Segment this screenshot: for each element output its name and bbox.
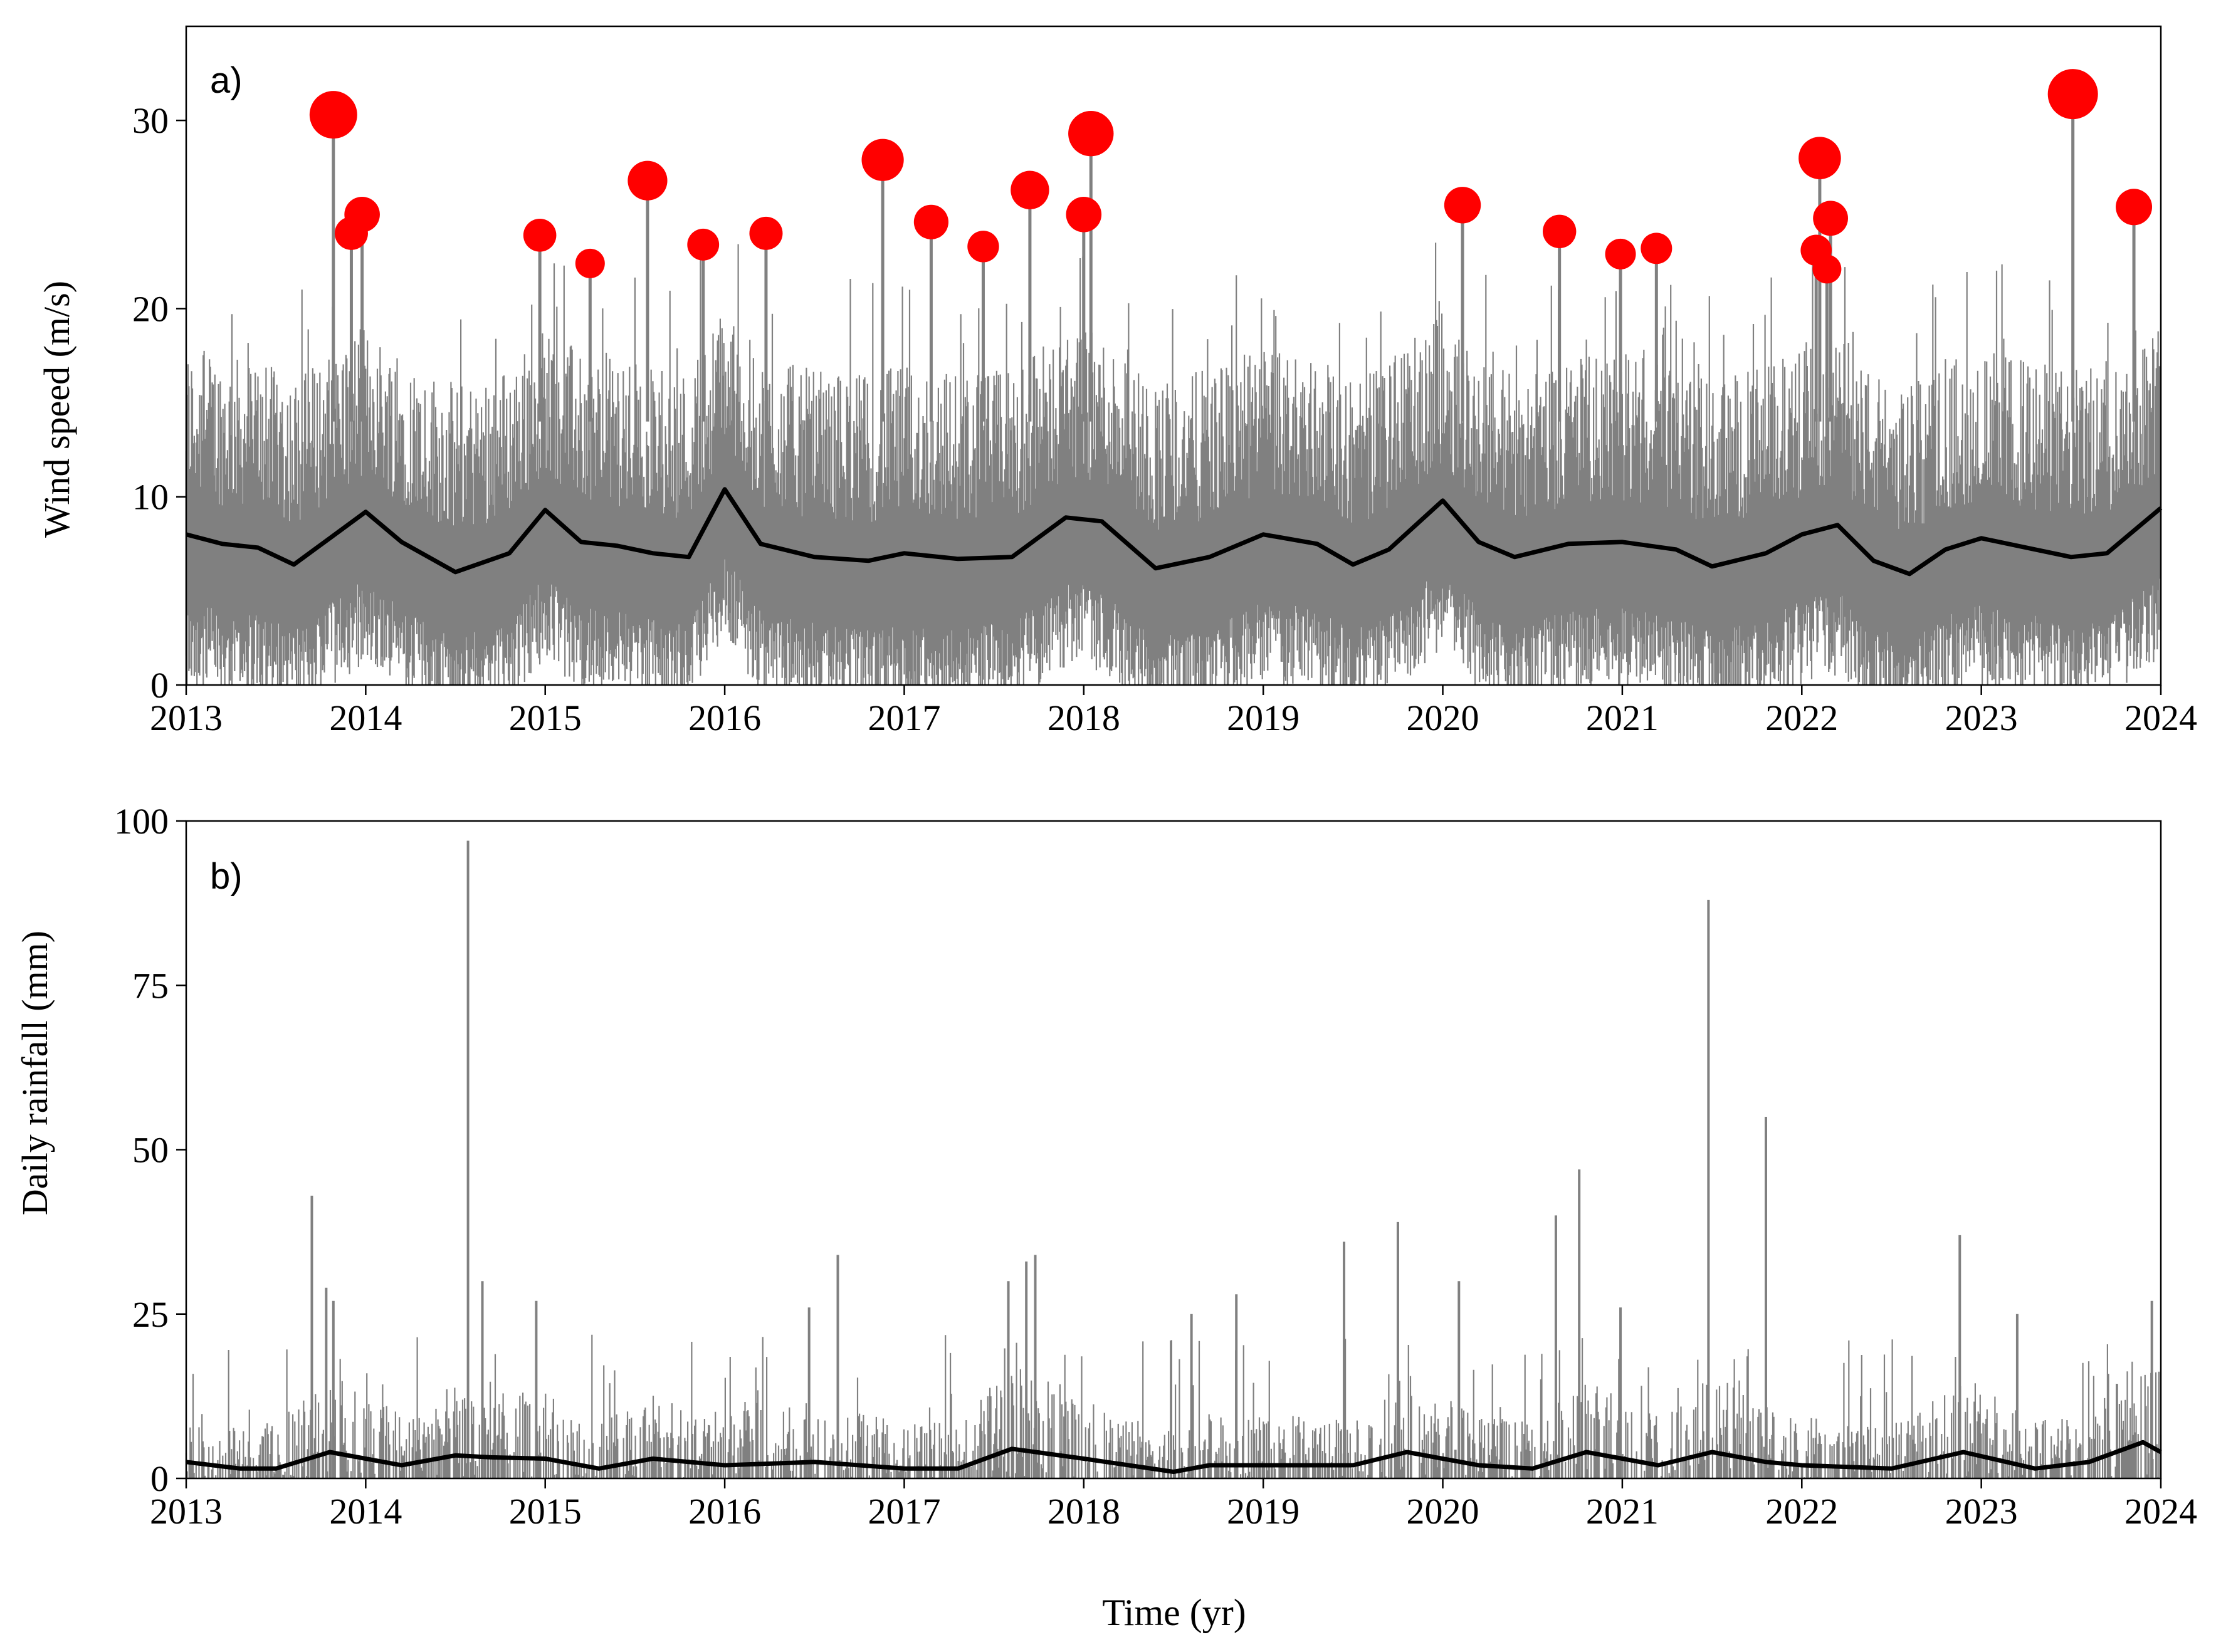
rainfall-running-mean bbox=[186, 1440, 2162, 1474]
wind-speed-x-axis: 2013 2014 2015 2016 2017 2018 2019 2020 2021 2022… bbox=[150, 685, 2197, 738]
panel-label-a: a) bbox=[210, 60, 243, 101]
wind-speed-x-tick-label: 2013 bbox=[150, 698, 223, 738]
wind-speed-y-tick-label: 10 bbox=[132, 477, 169, 518]
rainfall-daily-trace bbox=[185, 840, 2162, 1478]
rainfall-x-tick-label: 2019 bbox=[1227, 1491, 1300, 1532]
rainfall-x-tick-label: 2020 bbox=[1407, 1491, 1479, 1532]
rainfall-x-tick-label: 2021 bbox=[1586, 1491, 1659, 1532]
wind-speed-x-tick-label: 2016 bbox=[688, 698, 761, 738]
wind-speed-x-tick-label: 2024 bbox=[2124, 698, 2197, 738]
wind-speed-y-tick-label: 20 bbox=[132, 288, 169, 329]
panel-label-b: b) bbox=[210, 856, 243, 897]
extreme-wind-point bbox=[749, 216, 783, 250]
extreme-wind-point bbox=[1605, 238, 1636, 269]
rainfall-y-tick-label: 100 bbox=[114, 801, 169, 842]
wind-speed-y-axis: 0 10 20 30 bbox=[132, 100, 186, 706]
rainfall-x-tick-label: 2024 bbox=[2124, 1491, 2197, 1532]
extreme-wind-point bbox=[2047, 69, 2098, 120]
wind-speed-y-axis-label: Wind speed (m/s) bbox=[36, 281, 77, 538]
extreme-wind-point bbox=[1641, 233, 1673, 264]
rainfall-x-tick-label: 2015 bbox=[509, 1491, 582, 1532]
extreme-wind-point bbox=[2116, 189, 2153, 226]
rainfall-y-tick-label: 0 bbox=[150, 1458, 169, 1499]
extreme-wind-point bbox=[1066, 196, 1102, 233]
extreme-wind-point bbox=[687, 228, 720, 261]
rainfall-y-tick-label: 75 bbox=[132, 965, 169, 1006]
time-x-axis-label: Time (yr) bbox=[1102, 1592, 1246, 1633]
extreme-wind-point bbox=[913, 204, 949, 239]
extreme-wind-point bbox=[523, 219, 557, 252]
wind-speed-daily-values bbox=[185, 243, 2162, 685]
rainfall-y-axis: 0 25 50 75 100 bbox=[114, 801, 186, 1499]
extreme-wind-point bbox=[967, 231, 999, 263]
rainfall-y-tick-label: 50 bbox=[132, 1130, 169, 1171]
extreme-wind-point bbox=[1011, 170, 1049, 209]
extreme-wind-markers bbox=[309, 69, 2153, 284]
wind-speed-x-tick-label: 2022 bbox=[1765, 698, 1838, 738]
rainfall-x-tick-label: 2014 bbox=[329, 1491, 402, 1532]
rainfall-x-tick-label: 2016 bbox=[688, 1491, 761, 1532]
wind-speed-x-tick-label: 2017 bbox=[868, 698, 940, 738]
extreme-wind-point bbox=[1542, 214, 1577, 249]
rainfall-x-tick-label: 2022 bbox=[1765, 1491, 1838, 1532]
rainfall-x-tick-label: 2023 bbox=[1945, 1491, 2018, 1532]
rainfall-y-tick-label: 25 bbox=[132, 1294, 169, 1335]
wind-speed-daily-trace bbox=[185, 243, 2162, 685]
extreme-wind-point bbox=[1444, 187, 1481, 224]
extreme-wind-point bbox=[575, 248, 605, 278]
rainfall-x-tick-label: 2018 bbox=[1048, 1491, 1120, 1532]
extreme-wind-point bbox=[1799, 137, 1841, 179]
rainfall-x-axis: 2013 2014 2015 2016 2017 2018 2019 2020 2021 2022… bbox=[150, 1478, 2197, 1532]
wind-speed-x-tick-label: 2018 bbox=[1048, 698, 1120, 738]
wind-speed-plot-frame bbox=[185, 25, 2162, 686]
extreme-wind-point bbox=[628, 160, 668, 201]
extreme-wind-point bbox=[309, 91, 357, 139]
rainfall-panel: 2013 2014 2015 2016 2017 2018 2019 2020 2021 2022… bbox=[14, 801, 2197, 1532]
extreme-wind-point bbox=[344, 196, 380, 233]
wind-speed-x-tick-label: 2014 bbox=[329, 698, 402, 738]
rainfall-x-tick-label: 2013 bbox=[150, 1491, 223, 1532]
wind-speed-x-tick-label: 2019 bbox=[1227, 698, 1300, 738]
rainfall-y-axis-label: Daily rainfall (mm) bbox=[14, 931, 55, 1215]
wind-speed-x-tick-label: 2021 bbox=[1586, 698, 1659, 738]
wind-speed-y-tick-label: 30 bbox=[132, 100, 169, 141]
rainfall-x-tick-label: 2017 bbox=[868, 1491, 940, 1532]
wind-speed-x-tick-label: 2023 bbox=[1945, 698, 2018, 738]
wind-speed-panel: 2013 2014 2015 2016 2017 2018 2019 2020 2021 2022… bbox=[36, 25, 2197, 738]
extreme-wind-point bbox=[1068, 110, 1114, 157]
wind-speed-x-tick-label: 2015 bbox=[509, 698, 582, 738]
extreme-wind-point bbox=[861, 139, 904, 181]
extreme-wind-point bbox=[1812, 254, 1842, 284]
extreme-wind-point bbox=[1813, 201, 1848, 236]
wind-speed-y-tick-label: 0 bbox=[150, 665, 169, 706]
wind-speed-x-tick-label: 2020 bbox=[1407, 698, 1479, 738]
wind-speed-running-mean bbox=[186, 487, 2163, 577]
